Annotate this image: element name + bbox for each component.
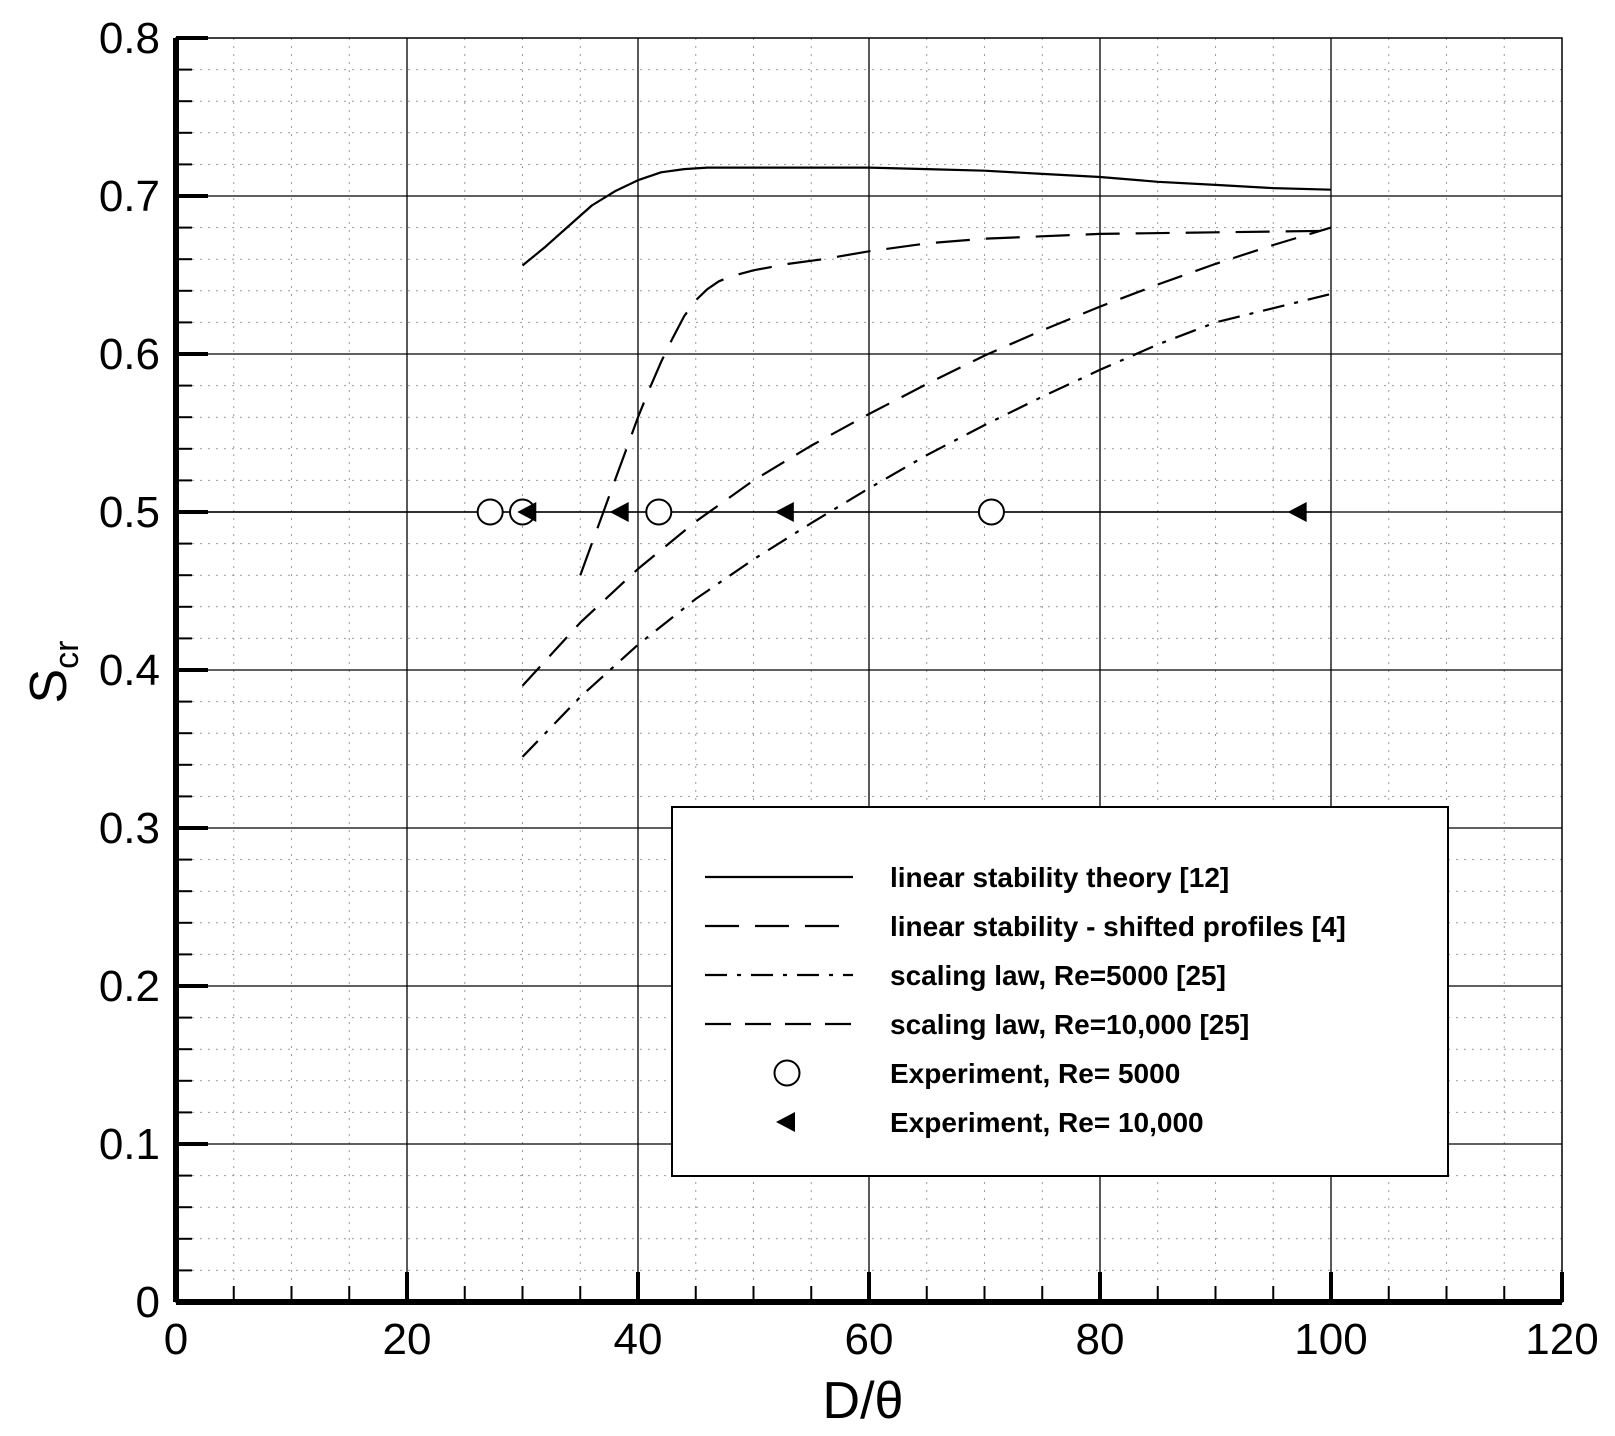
tick-labels: 0 20 40 60 80 100 120 0 0.1 0.2 0.3 0.4 0.5 0.6 0.7 0.8 bbox=[99, 14, 1599, 1364]
x-tick-label: 40 bbox=[614, 1315, 663, 1364]
y-tick-label: 0.5 bbox=[99, 488, 160, 537]
data-point-circle bbox=[476, 498, 504, 526]
series-line-2 bbox=[521, 292, 1332, 758]
y-tick-label: 0.4 bbox=[99, 646, 160, 695]
legend-label-3: scaling law, Re=10,000 [25] bbox=[890, 1009, 1249, 1040]
legend-box bbox=[671, 806, 1449, 1177]
series-layer bbox=[476, 166, 1332, 758]
data-point-triangle bbox=[609, 502, 629, 522]
series-0 bbox=[521, 166, 1332, 267]
data-point-triangle bbox=[517, 502, 537, 522]
legend-label-5: Experiment, Re= 10,000 bbox=[890, 1107, 1204, 1138]
legend-label-2: scaling law, Re=5000 [25] bbox=[890, 960, 1226, 991]
series-3 bbox=[521, 226, 1332, 687]
data-point-circle bbox=[645, 498, 673, 526]
series-4 bbox=[476, 498, 1005, 526]
y-tick-label: 0.6 bbox=[99, 330, 160, 379]
series-line-1 bbox=[579, 229, 1332, 576]
legend-symbol-triangle bbox=[776, 1112, 795, 1132]
legend-label-4: Experiment, Re= 5000 bbox=[890, 1058, 1180, 1089]
x-tick-label: 20 bbox=[383, 1315, 432, 1364]
series-5 bbox=[517, 502, 1307, 522]
y-tick-label: 0.8 bbox=[99, 14, 160, 63]
legend-label-0: linear stability theory [12] bbox=[890, 862, 1229, 893]
series-line-0 bbox=[521, 166, 1332, 267]
series-1 bbox=[579, 229, 1332, 576]
y-axis-title: Scr bbox=[20, 640, 86, 703]
y-axis-title-main: S bbox=[20, 669, 78, 704]
x-axis-title: D/θ bbox=[823, 1372, 904, 1430]
y-tick-label: 0.1 bbox=[99, 1120, 160, 1169]
legend: linear stability theory [12] linear stabi… bbox=[671, 806, 1449, 1177]
legend-label-1: linear stability - shifted profiles [4] bbox=[890, 911, 1346, 942]
x-tick-label: 60 bbox=[845, 1315, 894, 1364]
y-tick-label: 0.2 bbox=[99, 962, 160, 1011]
y-tick-label: 0.3 bbox=[99, 804, 160, 853]
y-tick-label: 0 bbox=[136, 1278, 160, 1327]
data-point-triangle bbox=[774, 502, 794, 522]
axes bbox=[173, 36, 1564, 1305]
x-tick-label: 120 bbox=[1525, 1315, 1598, 1364]
legend-symbol-circle bbox=[773, 1059, 801, 1087]
series-2 bbox=[521, 292, 1332, 758]
y-axis-title-sub: cr bbox=[48, 640, 86, 668]
y-tick-label: 0.7 bbox=[99, 172, 160, 221]
x-tick-label: 100 bbox=[1294, 1315, 1367, 1364]
svg-text:Scr: Scr bbox=[20, 640, 86, 703]
series-line-3 bbox=[521, 226, 1332, 687]
x-tick-label: 80 bbox=[1076, 1315, 1125, 1364]
x-tick-label: 0 bbox=[164, 1315, 188, 1364]
data-point-circle bbox=[977, 498, 1005, 526]
data-point-triangle bbox=[1287, 502, 1307, 522]
